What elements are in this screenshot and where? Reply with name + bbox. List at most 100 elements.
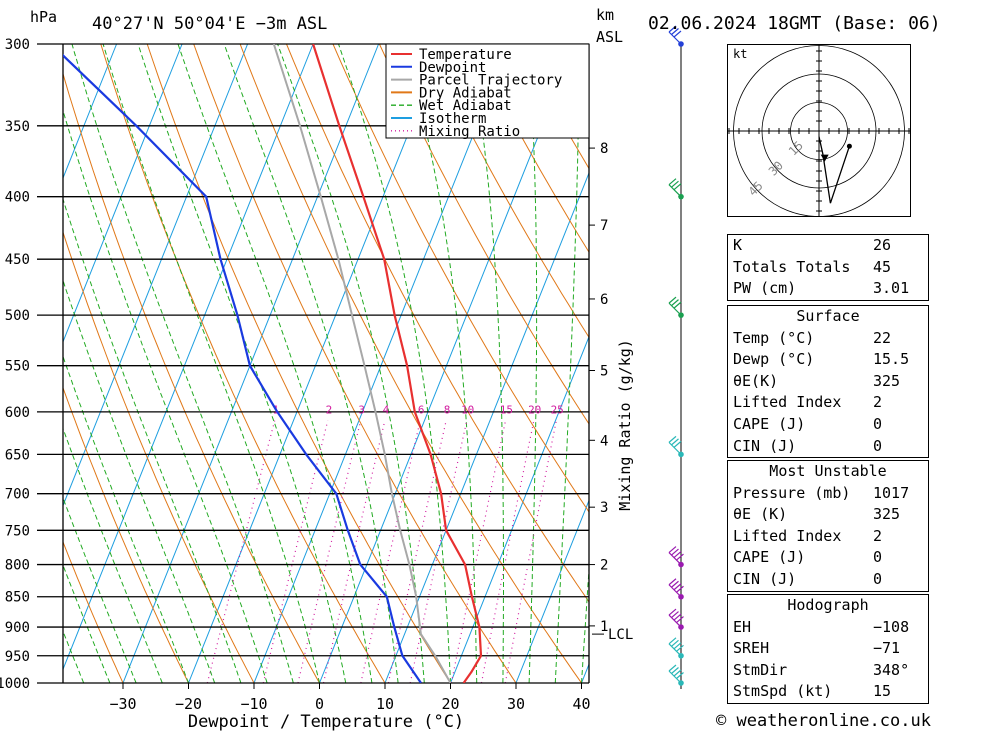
surface-label: CAPE (J) [733,414,806,433]
wet-adiabat-line [581,562,589,683]
hodograph-unit-label: kt [733,47,747,61]
temperature-tick-label: 20 [441,695,459,713]
legend-label: Wet Adiabat [419,98,512,114]
surface-value: 2 [873,393,883,412]
index-row: PW (cm) 3.01 [728,278,928,300]
height-unit-label: km [596,6,614,24]
surface-row: CAPE (J) 0 [728,414,928,436]
dry-adiabat-line [425,44,589,339]
pressure-tick-label: 350 [5,119,30,135]
mixing-ratio-label: 8 [444,403,451,416]
temperature-tick-label: 40 [572,695,590,713]
pressure-tick-label: 650 [5,447,30,463]
pressure-tick-label: 850 [5,590,30,606]
most-unstable-row: Lifted Index 2 [728,526,928,548]
hodograph-stat-row: StmDir 348° [728,660,928,682]
surface-row: Temp (°C) 22 [728,328,928,350]
wind-barb [668,435,682,455]
wind-barb [668,546,684,565]
mixing-ratio-label: 25 [551,403,564,416]
legend-label: Dewpoint [419,60,486,76]
mixing-ratio-label: 4 [383,403,390,416]
isotherm-line [63,44,314,671]
isotherm-line [515,499,589,683]
hodograph-stats-title: Hodograph [787,596,869,614]
wet-adiabat-line [338,44,451,683]
surface-value: 325 [873,371,901,390]
wet-adiabat-line [71,44,294,683]
pressure-tick-label: 550 [5,359,30,375]
hodograph-ring [761,73,877,189]
hodograph-ring-label: 15 [786,138,806,158]
pressure-tick-label: 400 [5,190,30,206]
most-unstable-row: CAPE (J) 0 [728,547,928,569]
mixing-ratio-line [262,420,329,683]
wind-barb [668,296,682,316]
wet-adiabat-line [102,44,320,683]
hodograph-ring [790,102,848,160]
legend-label: Isotherm [419,111,486,127]
surface-value: 0 [873,436,883,455]
mixing-ratio-axis-title: Mixing Ratio (g/kg) [616,339,634,511]
height-tick-label: 1 [600,619,608,635]
wind-barb [668,178,682,198]
most-unstable-title: Most Unstable [769,462,887,480]
legend-label: Mixing Ratio [419,124,520,140]
wet-adiabat-line [554,44,580,683]
surface-value: 22 [873,328,892,347]
mixing-ratio-label: 3 [358,403,365,416]
surface-label: CIN (J) [733,436,797,455]
temperature-tick-label: −30 [109,695,136,713]
hodograph-stat-row: EH −108 [728,617,928,639]
most-unstable-row: θE (K) 325 [728,504,928,526]
height-tick-label: 7 [600,218,608,234]
hodograph-stat-label: EH [733,617,752,636]
isotherm-line [63,44,183,344]
surface-label: Temp (°C) [733,328,815,347]
pressure-tick-label: 450 [5,252,30,268]
isotherm-line [384,171,589,683]
x-axis-title: Dewpoint / Temperature (°C) [188,712,464,732]
pressure-tick-label: 500 [5,308,30,324]
most-unstable-row: CIN (J) 0 [728,569,928,591]
dry-adiabat-line [63,540,124,683]
dry-adiabat-line [471,44,589,254]
most-unstable-value: 0 [873,548,883,567]
most-unstable-label: CAPE (J) [733,548,806,567]
isotherm-line [253,44,511,683]
hodograph-track [818,136,851,204]
height-tick-label: 5 [600,364,608,380]
dry-adiabat-line [63,230,255,683]
hodograph-stat-value: 348° [873,660,910,679]
location-label: 40°27'N 50°04'E −3m ASL [92,14,327,34]
wet-adiabat-line [277,44,425,683]
mixing-ratio-label: 10 [461,403,474,416]
hodograph-stat-row: SREH −71 [728,638,928,660]
legend-label: Dry Adiabat [419,85,512,101]
hodograph-stat-label: SREH [733,639,770,658]
wind-barb [668,578,684,598]
mixing-ratio-line [504,420,557,683]
mixing-ratio-label: 2 [326,403,333,416]
profile-parcel-trajectory [272,44,452,683]
temperature-tick-label: 10 [376,695,394,713]
wet-adiabat-line [527,44,538,683]
hodograph-stat-value: 15 [873,682,892,701]
pressure-unit-label: hPa [30,8,57,26]
height-tick-label: 4 [600,433,608,449]
wet-adiabat-line [63,197,242,683]
index-row: Totals Totals 45 [728,257,928,279]
most-unstable-label: θE (K) [733,505,788,524]
most-unstable-row: Pressure (mb) 1017 [728,483,928,505]
index-value: 45 [873,257,892,276]
hodograph-stat-label: StmSpd (kt) [733,682,833,701]
index-label: Totals Totals [733,257,851,276]
hodograph-track-end [846,143,852,149]
height-ref-label: ASL [596,28,623,46]
dry-adiabat-line [146,44,451,683]
mixing-ratio-line [480,420,535,683]
storm-motion-marker [820,154,829,162]
